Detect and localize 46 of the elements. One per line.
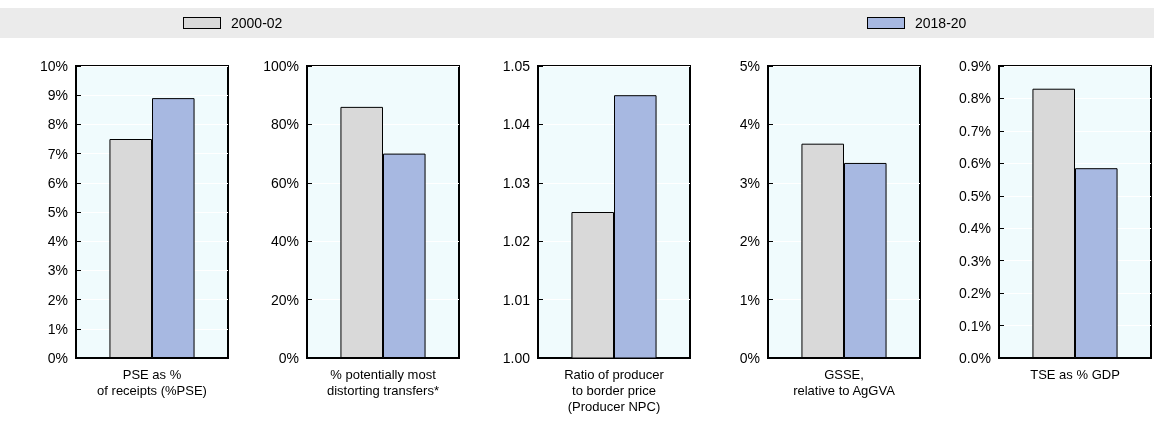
- y-tick-label: 0%: [278, 350, 299, 366]
- y-tick-label: 7%: [47, 145, 68, 162]
- y-tick-label: 0.6%: [959, 155, 992, 172]
- y-tick-label: 60%: [270, 174, 299, 191]
- y-tick-label: 80%: [270, 116, 299, 133]
- y-tick-label: 0.1%: [959, 317, 992, 334]
- y-tick-label: 1.04: [502, 116, 530, 133]
- y-tick-label: 100%: [262, 58, 299, 74]
- y-tick-label: 1.05: [502, 58, 530, 74]
- y-tick-label: 2%: [740, 233, 761, 250]
- x-tick-label: % potentially most distorting transfers*: [326, 366, 439, 398]
- y-tick-label: 40%: [270, 233, 299, 250]
- y-tick-label: 0.7%: [959, 122, 992, 139]
- y-tick-label: 10%: [39, 58, 68, 74]
- y-tick-label: 0%: [47, 350, 68, 366]
- y-tick-label: 1.02: [502, 233, 530, 250]
- y-tick-label: 4%: [47, 233, 68, 250]
- x-tick-label: GSSE, relative to AgGVA: [793, 366, 896, 398]
- y-tick-label: 3%: [47, 262, 68, 279]
- y-tick-label: 4%: [740, 116, 761, 133]
- legend-label: 2000-02: [231, 15, 283, 31]
- x-tick-label: Ratio of producer to border price (Producer NPC): [563, 366, 665, 414]
- y-tick-label: 0.2%: [959, 285, 992, 302]
- y-tick-label: 8%: [47, 116, 68, 133]
- y-tick-label: 0.0%: [959, 350, 992, 366]
- y-tick-label: 0.5%: [959, 187, 992, 204]
- legend-label: 2018-20: [915, 15, 967, 31]
- x-tick-label: TSE as % GDP: [1030, 366, 1120, 382]
- y-tick-label: 1.00: [502, 350, 530, 366]
- y-tick-label: 3%: [740, 174, 761, 191]
- y-tick-label: 1.01: [502, 291, 530, 308]
- y-tick-label: 0.8%: [959, 90, 992, 107]
- x-tick-label: PSE as % of receipts (%PSE): [97, 366, 207, 398]
- y-tick-label: 5%: [740, 58, 761, 74]
- y-tick-label: 2%: [47, 291, 68, 308]
- y-tick-label: 9%: [47, 87, 68, 104]
- y-tick-label: 0.4%: [959, 220, 992, 237]
- y-tick-label: 1.03: [502, 174, 530, 191]
- y-tick-label: 1%: [47, 320, 68, 337]
- y-tick-label: 0%: [740, 350, 761, 366]
- y-tick-label: 5%: [47, 204, 68, 220]
- y-tick-label: 6%: [47, 174, 68, 191]
- y-tick-label: 0.9%: [959, 58, 992, 74]
- y-tick-label: 0.3%: [959, 252, 992, 269]
- y-tick-label: 1%: [740, 291, 761, 308]
- y-tick-label: 20%: [270, 291, 299, 308]
